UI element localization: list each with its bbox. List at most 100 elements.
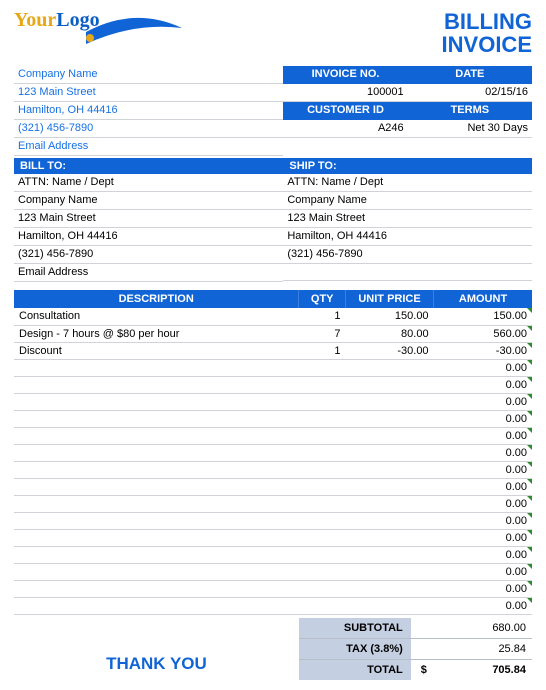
- tax-label: TAX (3.8%): [299, 639, 411, 659]
- item-qty: [299, 393, 346, 410]
- item-amt: 0.00: [434, 427, 532, 444]
- company-email: Email Address: [14, 138, 283, 156]
- terms-label: TERMS: [408, 102, 532, 120]
- table-row: 0.00: [14, 529, 532, 546]
- item-unit: [346, 427, 434, 444]
- item-amt: 0.00: [434, 444, 532, 461]
- billto-company: Company Name: [14, 192, 283, 210]
- item-desc: Discount: [14, 342, 299, 359]
- item-qty: 1: [299, 308, 346, 325]
- item-amt: -30.00: [434, 342, 532, 359]
- table-row: 0.00: [14, 546, 532, 563]
- item-unit: [346, 410, 434, 427]
- company-name: Company Name: [14, 66, 283, 84]
- title-line-2: INVOICE: [442, 33, 532, 56]
- billto-label: BILL TO:: [14, 158, 283, 174]
- shipto-street: 123 Main Street: [283, 210, 532, 228]
- logo-word-1: Your: [14, 9, 56, 31]
- item-unit: [346, 597, 434, 614]
- item-unit: 80.00: [346, 325, 434, 342]
- item-qty: 1: [299, 342, 346, 359]
- table-row: 0.00: [14, 444, 532, 461]
- table-row: 0.00: [14, 461, 532, 478]
- item-unit: 150.00: [346, 308, 434, 325]
- col-description: DESCRIPTION: [14, 290, 299, 308]
- item-amt: 560.00: [434, 325, 532, 342]
- item-unit: [346, 529, 434, 546]
- item-unit: [346, 444, 434, 461]
- company-street: 123 Main Street: [14, 84, 283, 102]
- item-desc: [14, 427, 299, 444]
- total-label: TOTAL: [299, 660, 411, 680]
- item-amt: 0.00: [434, 529, 532, 546]
- date-label: DATE: [408, 66, 532, 84]
- item-desc: [14, 580, 299, 597]
- col-amount: AMOUNT: [434, 290, 532, 308]
- company-phone: (321) 456-7890: [14, 120, 283, 138]
- subtotal-value: 680.00: [411, 618, 532, 638]
- billto-phone: (321) 456-7890: [14, 246, 283, 264]
- logo: YourLogo: [14, 10, 184, 60]
- item-unit: [346, 495, 434, 512]
- item-unit: [346, 580, 434, 597]
- item-amt: 150.00: [434, 308, 532, 325]
- item-amt: 0.00: [434, 359, 532, 376]
- item-qty: [299, 529, 346, 546]
- invoice-page: YourLogo BILLING INVOICE Company Name 12…: [0, 0, 546, 690]
- invoice-no-label: INVOICE NO.: [283, 66, 407, 84]
- company-meta-section: Company Name 123 Main Street Hamilton, O…: [14, 66, 532, 156]
- item-qty: [299, 563, 346, 580]
- billto-city: Hamilton, OH 44416: [14, 228, 283, 246]
- company-city: Hamilton, OH 44416: [14, 102, 283, 120]
- item-amt: 0.00: [434, 461, 532, 478]
- totals-section: THANK YOU SUBTOTAL 680.00 TAX (3.8%) 25.…: [14, 618, 532, 680]
- item-desc: [14, 359, 299, 376]
- item-qty: [299, 410, 346, 427]
- table-row: 0.00: [14, 478, 532, 495]
- item-amt: 0.00: [434, 563, 532, 580]
- item-amt: 0.00: [434, 512, 532, 529]
- table-row: 0.00: [14, 563, 532, 580]
- table-row: 0.00: [14, 393, 532, 410]
- shipto-company: Company Name: [283, 192, 532, 210]
- doc-title: BILLING INVOICE: [442, 10, 532, 56]
- item-unit: [346, 563, 434, 580]
- item-desc: [14, 410, 299, 427]
- item-qty: [299, 580, 346, 597]
- shipto-block: SHIP TO: ATTN: Name / Dept Company Name …: [283, 158, 532, 282]
- col-unit-price: UNIT PRICE: [346, 290, 434, 308]
- item-amt: 0.00: [434, 597, 532, 614]
- invoice-no: 100001: [283, 84, 407, 102]
- billto-shipto-section: BILL TO: ATTN: Name / Dept Company Name …: [14, 158, 532, 282]
- billto-email: Email Address: [14, 264, 283, 282]
- billto-street: 123 Main Street: [14, 210, 283, 228]
- item-unit: [346, 478, 434, 495]
- shipto-attn: ATTN: Name / Dept: [283, 174, 532, 192]
- item-desc: Design - 7 hours @ $80 per hour: [14, 325, 299, 342]
- item-qty: 7: [299, 325, 346, 342]
- item-unit: [346, 461, 434, 478]
- item-desc: [14, 512, 299, 529]
- item-amt: 0.00: [434, 546, 532, 563]
- item-desc: [14, 461, 299, 478]
- item-qty: [299, 512, 346, 529]
- table-row: 0.00: [14, 597, 532, 614]
- total-value: $705.84: [411, 660, 532, 680]
- table-row: 0.00: [14, 359, 532, 376]
- totals-box: SUBTOTAL 680.00 TAX (3.8%) 25.84 TOTAL $…: [299, 618, 532, 680]
- shipto-label: SHIP TO:: [283, 158, 532, 174]
- terms: Net 30 Days: [408, 120, 532, 138]
- item-unit: [346, 359, 434, 376]
- item-desc: [14, 529, 299, 546]
- items-header-row: DESCRIPTION QTY UNIT PRICE AMOUNT: [14, 290, 532, 308]
- company-block: Company Name 123 Main Street Hamilton, O…: [14, 66, 283, 156]
- billto-attn: ATTN: Name / Dept: [14, 174, 283, 192]
- shipto-city: Hamilton, OH 44416: [283, 228, 532, 246]
- item-amt: 0.00: [434, 393, 532, 410]
- item-qty: [299, 359, 346, 376]
- item-qty: [299, 461, 346, 478]
- swoosh-icon: [84, 14, 184, 53]
- table-row: 0.00: [14, 512, 532, 529]
- meta-block: INVOICE NO. 100001 CUSTOMER ID A246 DATE…: [283, 66, 532, 156]
- currency-symbol: $: [417, 664, 427, 676]
